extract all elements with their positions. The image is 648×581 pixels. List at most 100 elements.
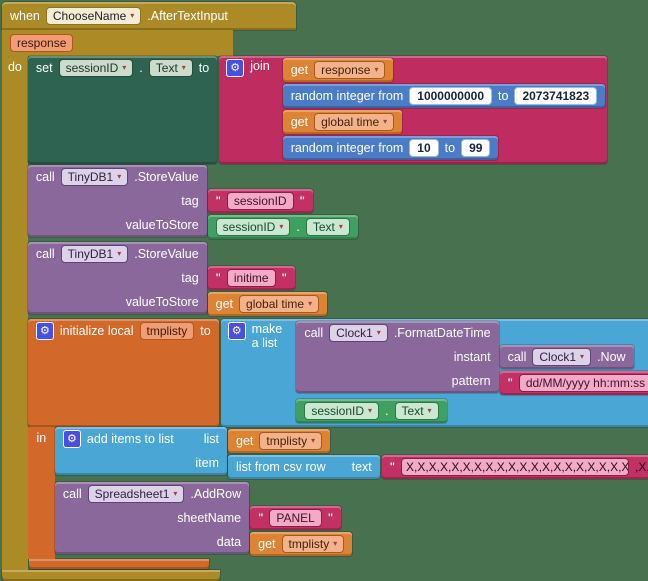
dropdown-arrow-icon[interactable]: ▾ [368,406,373,415]
random-to-field[interactable]: 2073741823 [514,87,598,105]
get-global-time-block[interactable]: get global time ▾ [282,110,403,134]
dropdown-arrow-icon[interactable]: ▾ [374,65,379,74]
component-dropdown-clock1[interactable]: Clock1 ▾ [532,348,592,366]
string-field[interactable]: PANEL [269,509,322,527]
get-variable-dropdown[interactable]: tmplisty ▾ [281,535,345,553]
get-response-block[interactable]: get response ▾ [282,58,394,82]
random-integer-block-1[interactable]: random integer from 1000000000 to 207374… [282,84,606,108]
getter-component-dropdown[interactable]: sessionID ▾ [304,402,380,420]
sheetname-arg-label: sheetName [177,511,242,525]
method-label: .FormatDateTime [393,326,491,340]
set-keyword: set [35,61,53,75]
dropdown-arrow-icon[interactable]: ▾ [580,352,585,361]
when-bottom-bar [2,570,220,581]
dropdown-arrow-icon[interactable]: ▾ [117,172,122,181]
component-dropdown-spreadsheet1[interactable]: Spreadsheet1 ▾ [87,485,185,503]
set-property-dropdown[interactable]: Text ▾ [148,59,193,77]
dropdown-arrow-icon[interactable]: ▾ [376,328,381,337]
get-tmplisty-block[interactable]: get tmplisty ▾ [228,429,331,453]
random-from-field[interactable]: 1000000000 [409,87,493,105]
get-variable-dropdown[interactable]: tmplisty ▾ [259,432,323,450]
component-dropdown-tinydb1[interactable]: TinyDB1 ▾ [60,245,129,263]
random-to-field[interactable]: 99 [461,139,491,157]
string-pattern-block[interactable]: " dd/MM/yyyy hh:mm:ss a " [499,371,648,395]
string-initime-block[interactable]: " initime " [207,266,295,290]
method-label: .AddRow [190,487,242,501]
get-global-time-block[interactable]: get global time ▾ [207,292,328,316]
dot-separator: . [385,404,389,418]
string-csv-block[interactable]: " X,X,X,X,X,X,X,X,X,X,X,X,X,X,X,X,X,X,X,… [381,455,648,479]
get-variable-dropdown[interactable]: response ▾ [314,61,386,79]
tag-arg-label: tag [181,194,199,208]
string-panel-block[interactable]: " PANEL " [250,506,342,530]
sessionid-text-getter-block[interactable]: sessionID ▾ . Text ▾ [296,399,447,423]
sessionid-text-getter-block[interactable]: sessionID ▾ . Text ▾ [207,215,358,239]
string-field[interactable]: X,X,X,X,X,X,X,X,X,X,X,X,X,X,X,X,X,X,X,X,… [400,458,629,476]
dot-separator: . [139,61,143,75]
dropdown-arrow-icon[interactable]: ▾ [130,11,135,20]
dropdown-arrow-icon[interactable]: ▾ [122,63,127,72]
text-arg-label: text [351,460,372,474]
random-integer-block-2[interactable]: random integer from 10 to 99 [282,136,499,160]
get-tmplisty-block[interactable]: get tmplisty ▾ [250,532,353,556]
string-sessionid-block[interactable]: " sessionID " [207,189,313,213]
get-variable-dropdown[interactable]: global time ▾ [239,295,320,313]
open-quote: " [507,377,513,389]
getter-property-dropdown[interactable]: Text ▾ [394,402,439,420]
initialize-local-block[interactable]: ⚙ initialize local tmplisty to ⚙ make a … [27,319,648,569]
get-variable-dropdown[interactable]: global time ▾ [314,113,395,131]
mutator-gear-icon[interactable]: ⚙ [62,430,81,448]
set-variable-dropdown[interactable]: sessionID ▾ [58,59,134,77]
valuetostore-arg-label: valueToStore [125,218,199,232]
initialize-local-label: initialize local [59,324,134,338]
list-from-csv-row-block[interactable]: list from csv row text " X,X,X,X,X,X,X,X… [228,455,648,479]
random-from-field[interactable]: 10 [409,139,439,157]
in-gutter: in [27,427,55,559]
add-items-label: add items to list [86,432,174,446]
add-items-to-list-block[interactable]: ⚙ add items to list list item [54,427,648,481]
open-quote: " [389,461,395,473]
data-arg-label: data [216,535,242,549]
tinydb-storevalue-block-2[interactable]: call TinyDB1 ▾ .StoreValue tag valueToSt… [27,242,328,318]
in-label: in [36,431,47,445]
clock-now-block[interactable]: call Clock1 ▾ .Now [499,345,634,369]
dropdown-arrow-icon[interactable]: ▾ [173,489,178,498]
when-header[interactable]: when ChooseName ▾ .AfterTextInput [2,2,296,30]
string-field[interactable]: initime [226,269,276,287]
param-response-chip[interactable]: response [10,34,74,52]
do-gutter: do [2,56,28,570]
dropdown-arrow-icon[interactable]: ▾ [311,436,316,445]
dropdown-arrow-icon[interactable]: ▾ [308,299,313,308]
tinydb-storevalue-block-1[interactable]: call TinyDB1 ▾ .StoreValue tag valueToSt… [27,165,358,241]
dropdown-arrow-icon[interactable]: ▾ [333,539,338,548]
do-label: do [7,60,22,74]
component-dropdown-choosename[interactable]: ChooseName ▾ [45,7,142,25]
getter-property-dropdown[interactable]: Text ▾ [305,218,350,236]
dropdown-arrow-icon[interactable]: ▾ [427,406,432,415]
string-field[interactable]: dd/MM/yyyy hh:mm:ss a [518,374,648,392]
join-block[interactable]: ⚙ join get response ▾ [219,56,608,164]
component-dropdown-tinydb1[interactable]: TinyDB1 ▾ [60,168,129,186]
clock-formatdatetime-block[interactable]: call Clock1 ▾ .FormatDateTime instant [296,321,648,397]
method-label: .Now [597,350,626,364]
mutator-gear-icon[interactable]: ⚙ [227,322,246,340]
dropdown-arrow-icon[interactable]: ▾ [181,63,186,72]
open-quote: " [215,272,221,284]
getter-component-dropdown[interactable]: sessionID ▾ [215,218,291,236]
event-name-label: .AfterTextInput [147,9,228,23]
component-dropdown-clock1[interactable]: Clock1 ▾ [329,324,388,342]
dropdown-arrow-icon[interactable]: ▾ [279,222,284,231]
local-variable-field[interactable]: tmplisty [139,322,195,340]
mutator-gear-icon[interactable]: ⚙ [35,322,54,340]
dropdown-arrow-icon[interactable]: ▾ [383,117,388,126]
mutator-gear-icon[interactable]: ⚙ [226,59,245,77]
spreadsheet-addrow-block[interactable]: call Spreadsheet1 ▾ .AddRow sheetName d [54,482,353,558]
open-quote: " [215,195,221,207]
make-a-list-block[interactable]: ⚙ make a list call [220,319,648,427]
dropdown-arrow-icon[interactable]: ▾ [117,249,122,258]
set-sessionid-text-block[interactable]: set sessionID ▾ . Text ▾ to [27,56,608,164]
string-field[interactable]: sessionID [226,192,294,210]
dropdown-arrow-icon[interactable]: ▾ [338,222,343,231]
